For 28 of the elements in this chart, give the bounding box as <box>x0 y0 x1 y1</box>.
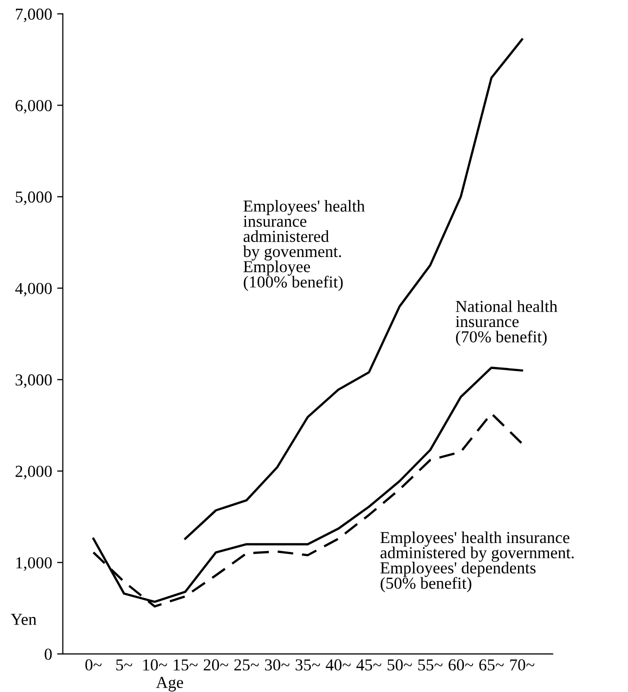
y-axis-title: Yen <box>10 614 36 625</box>
x-tick-label: 25~ <box>234 659 259 671</box>
y-tick-label: 5,000 <box>16 191 52 206</box>
y-tick-label: 6,000 <box>16 100 52 114</box>
y-tick-label: 4,000 <box>15 282 52 297</box>
text: Employees' health insurance administered by govenment. Employee (100% benefit) <box>243 200 365 291</box>
x-tick-label: 35~ <box>296 659 320 671</box>
x-tick-label: 40~ <box>326 659 351 671</box>
x-tick-label: 50~ <box>388 659 412 671</box>
x-axis-title: Age <box>156 676 184 692</box>
text: National health insurance (70% benefit) <box>456 300 558 346</box>
x-tick-label: 30~ <box>265 659 290 671</box>
y-tick-label: 7,000 <box>16 8 52 22</box>
x-tick-label: 15~ <box>174 659 198 671</box>
y-tick-label: 0 <box>44 648 52 660</box>
x-tick-label: 10~ <box>143 659 168 671</box>
x-tick-label: 70~ <box>510 659 534 671</box>
x-tick-label: 65~ <box>479 659 504 671</box>
y-tick-label: 3,000 <box>16 374 52 388</box>
y-tick-label: 1,000 <box>16 557 52 571</box>
x-tick-label: 20~ <box>204 659 228 671</box>
series-label: Employees' health insurance administered by government. Employees' dependents (50% benefit) <box>380 531 574 592</box>
y-tick-label: 2,000 <box>16 466 52 480</box>
x-tick-label: 0~ <box>85 659 102 671</box>
x-tick-label: 5~ <box>116 659 132 671</box>
x-tick-label: 60~ <box>448 659 474 671</box>
x-tick-label: 55~ <box>418 659 443 671</box>
x-tick-label: 45~ <box>356 659 382 671</box>
